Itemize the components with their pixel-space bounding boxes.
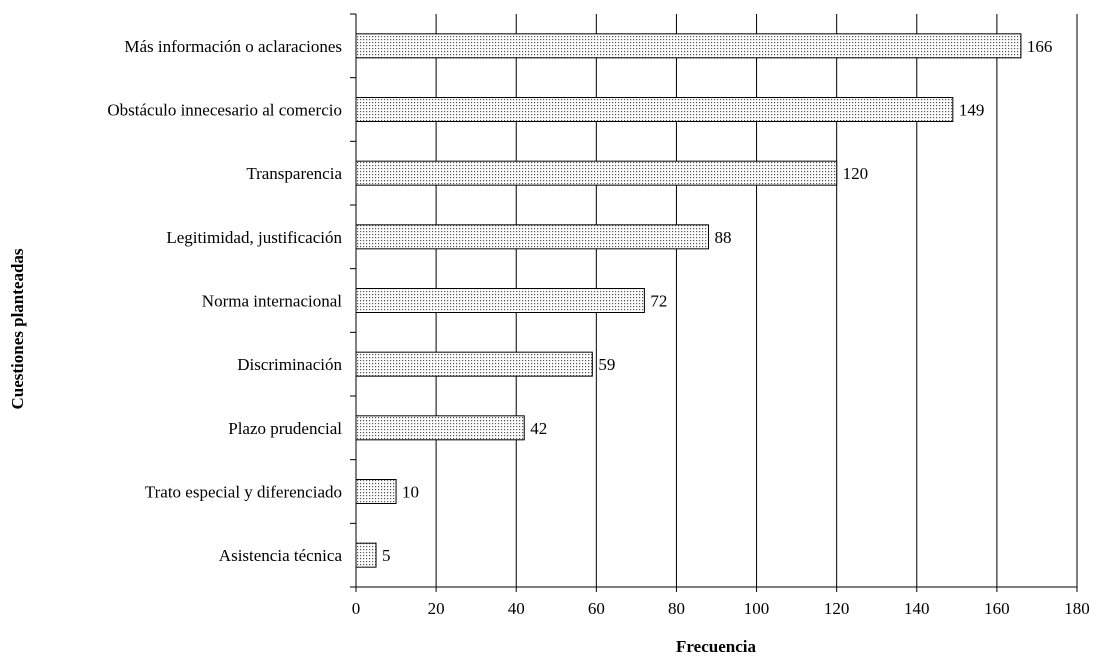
bar [355,479,397,504]
category-label: Transparencia [246,164,342,183]
value-label: 166 [1027,37,1053,56]
category-label: Plazo prudencial [228,419,342,438]
bar [355,33,1022,59]
category-label: Trato especial y diferenciado [145,483,342,502]
bar [355,415,525,441]
x-tick-label: 0 [352,599,361,618]
value-label: 10 [402,483,419,502]
category-label: Norma internacional [202,292,342,311]
x-tick-label: 40 [508,599,525,618]
x-tick-label: 60 [588,599,605,618]
category-label: Obstáculo innecesario al comercio [107,101,342,120]
category-label: Asistencia técnica [219,546,343,565]
category-label: Legitimidad, justificación [166,228,342,247]
x-tick-label: 20 [428,599,445,618]
x-tick-label: 140 [904,599,930,618]
axes [350,13,1078,592]
value-label: 59 [598,355,615,374]
x-axis-title: Frecuencia [676,637,756,656]
x-tick-label: 100 [744,599,770,618]
bars [355,33,1022,568]
value-label: 88 [714,228,731,247]
bar [355,351,593,377]
x-tick-label: 80 [668,599,685,618]
labels: 0 20 40 60 80 100 120 140 160 180 Más información … [107,37,1089,618]
bar [355,97,954,122]
value-label: 5 [382,546,391,565]
y-axis-title: Cuestiones planteadas [8,248,27,409]
value-label: 120 [843,164,869,183]
bar [355,160,838,186]
value-label: 149 [959,101,985,120]
category-label: Discriminación [237,355,342,374]
x-tick-label: 160 [984,599,1010,618]
bar [355,288,645,313]
value-label: 72 [650,292,667,311]
value-label: 42 [530,419,547,438]
category-label: Más información o aclaraciones [124,37,342,56]
x-tick-label: 120 [824,599,850,618]
x-tick-label: 180 [1064,599,1090,618]
bar [355,542,377,568]
bar [355,224,709,250]
